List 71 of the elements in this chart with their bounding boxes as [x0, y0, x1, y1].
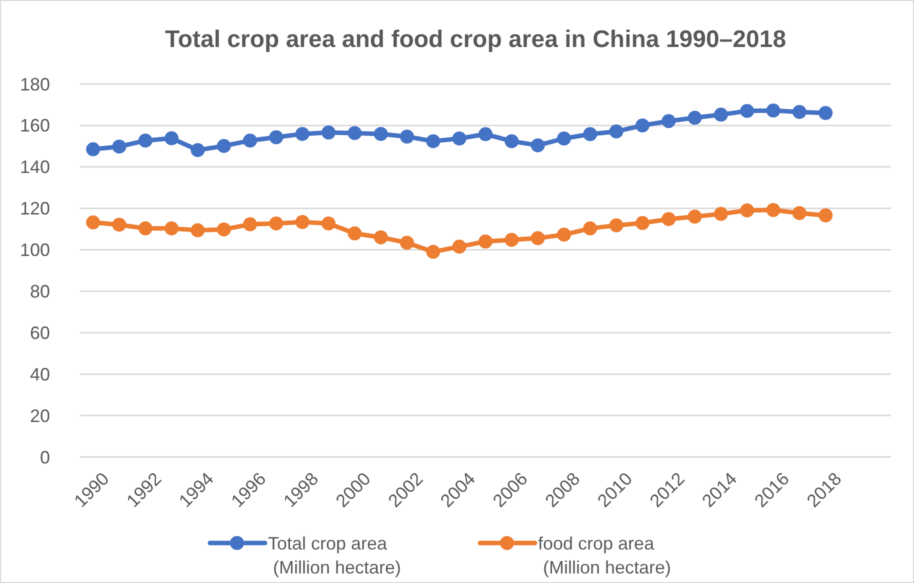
point	[478, 234, 492, 248]
point	[269, 130, 284, 144]
point	[190, 143, 205, 158]
point	[243, 217, 258, 232]
point	[766, 202, 780, 217]
point	[504, 232, 519, 247]
point	[374, 230, 388, 244]
y-tick-label: 40	[30, 364, 50, 384]
point	[818, 106, 833, 120]
point	[452, 240, 466, 254]
point	[322, 125, 336, 140]
point	[583, 221, 598, 236]
point	[112, 140, 126, 154]
point	[164, 131, 179, 146]
point	[504, 134, 519, 148]
point	[295, 126, 310, 141]
point	[138, 221, 152, 236]
point	[348, 226, 362, 240]
y-tick-label: 100	[20, 240, 50, 260]
y-tick-label: 80	[30, 282, 50, 302]
point	[112, 218, 126, 232]
point	[818, 208, 833, 222]
point	[86, 215, 100, 230]
y-tick-label: 60	[30, 322, 50, 343]
y-tick-label: 120	[20, 198, 50, 219]
chart-title: Total crop area and food crop area in China 1990–2018	[164, 26, 786, 53]
point	[478, 127, 492, 142]
point	[452, 132, 466, 146]
point	[556, 132, 571, 146]
point	[426, 134, 440, 148]
point	[138, 134, 152, 148]
point	[688, 210, 702, 224]
point	[556, 228, 571, 242]
legend-label: Total crop area (Million hectare)	[268, 533, 402, 578]
point	[530, 231, 545, 246]
point	[792, 104, 806, 119]
point	[216, 222, 231, 236]
y-tick-label: 20	[30, 406, 50, 426]
point	[269, 216, 284, 230]
point	[635, 216, 650, 230]
point	[400, 130, 414, 144]
point	[662, 114, 676, 128]
point	[609, 218, 624, 232]
point	[426, 244, 440, 259]
point	[216, 138, 231, 153]
point	[609, 124, 624, 138]
point	[766, 104, 780, 118]
point	[348, 126, 362, 140]
point	[322, 216, 336, 230]
point	[164, 221, 179, 236]
legend-label: food crop area (Million hectare)	[538, 533, 672, 578]
point	[635, 118, 650, 132]
point	[714, 108, 728, 122]
y-tick-label: 180	[20, 74, 50, 94]
point	[86, 142, 100, 156]
point	[530, 138, 545, 152]
point	[583, 127, 598, 142]
point	[243, 134, 258, 148]
point	[190, 223, 205, 238]
point	[740, 203, 754, 218]
point	[374, 126, 388, 141]
point	[688, 110, 702, 125]
point	[792, 206, 806, 220]
point	[295, 215, 310, 230]
point	[714, 206, 728, 221]
y-tick-label: 160	[20, 116, 50, 136]
point	[740, 104, 754, 118]
point	[662, 212, 676, 226]
y-tick-label: 0	[40, 447, 50, 468]
point	[400, 236, 414, 250]
y-tick-label: 140	[20, 157, 50, 178]
